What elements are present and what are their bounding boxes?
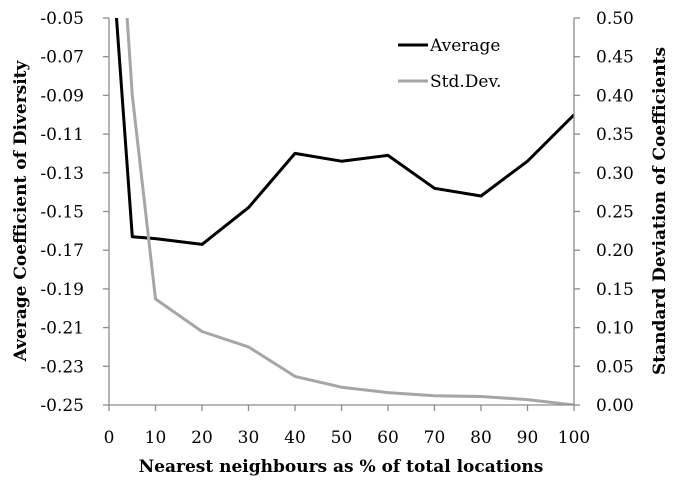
y-tick-label: -0.15: [40, 203, 84, 223]
y-tick-label: -0.05: [40, 9, 84, 29]
y2-tick-label: 0.20: [596, 241, 634, 261]
x-tick-label: 30: [238, 428, 260, 448]
y2-tick-label: 0.15: [596, 280, 634, 300]
plot-area: [114, 18, 574, 405]
x-tick-label: 70: [424, 428, 446, 448]
y2-tick-label: 0.10: [596, 319, 634, 339]
y-tick-label: -0.09: [40, 86, 84, 106]
x-tick-label: 80: [470, 428, 492, 448]
x-tick-label: 20: [191, 428, 213, 448]
y-axis-title: Average Coefficient of Diversity: [11, 59, 31, 362]
legend-average-label: Average: [429, 36, 500, 56]
legend-stddev-label: Std.Dev.: [430, 72, 501, 92]
tick-labels: 0 10 20 30 40 50 60 70 80 90 100 -0.05 -0.07 -0.09 -0.…: [40, 9, 633, 448]
y-tick-label: -0.23: [40, 357, 84, 377]
x-tick-label: 50: [331, 428, 353, 448]
y-tick-label: -0.07: [40, 48, 84, 68]
x-tick-label: 40: [284, 428, 306, 448]
legend: Average Std.Dev.: [398, 36, 501, 92]
x-tick-label: 100: [558, 428, 590, 448]
y2-tick-label: 0.40: [596, 86, 634, 106]
y2-tick-label: 0.35: [596, 125, 634, 145]
x-axis-title: Nearest neighbours as % of total locatio…: [139, 457, 544, 477]
y2-tick-label: 0.50: [596, 9, 634, 29]
y-tick-label: -0.21: [40, 319, 84, 339]
series-line-std-dev: [125, 18, 574, 405]
y2-tick-label: 0.05: [596, 357, 634, 377]
y-tick-label: -0.19: [40, 280, 84, 300]
y2-tick-label: 0.30: [596, 164, 634, 184]
y2-tick-label: 0.45: [596, 48, 634, 68]
y-tick-label: -0.17: [40, 241, 84, 261]
x-tick-label: 0: [104, 428, 115, 448]
y-tick-label: -0.13: [40, 164, 84, 184]
y2-tick-label: 0.00: [596, 396, 634, 416]
y-tick-label: -0.11: [40, 125, 84, 145]
x-tick-label: 10: [145, 428, 167, 448]
y2-axis-title: Standard Deviation of Coefficients: [650, 47, 670, 375]
x-tick-label: 90: [517, 428, 539, 448]
y2-tick-label: 0.25: [596, 203, 634, 223]
series-line-average: [114, 18, 574, 246]
y-tick-label: -0.25: [40, 396, 84, 416]
x-tick-label: 60: [377, 428, 399, 448]
